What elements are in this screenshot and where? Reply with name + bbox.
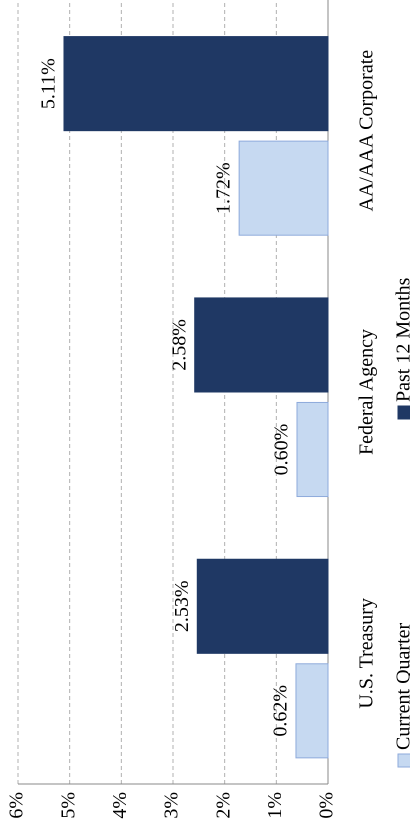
legend-label: Past 12 Months — [393, 277, 410, 402]
value-label: 0.60% — [271, 424, 293, 476]
bar — [194, 297, 329, 393]
y-tick-label: 0% — [316, 792, 338, 819]
y-tick-label: 3% — [161, 792, 183, 819]
x-tick-label: AA/AAA Corporate — [356, 50, 378, 212]
bar — [238, 140, 329, 236]
y-tick-label: 6% — [6, 792, 28, 819]
bar — [63, 36, 329, 132]
y-tick-label: 1% — [264, 792, 286, 819]
x-tick-label: U.S. Treasury — [356, 598, 378, 709]
legend-label: Current Quarter — [393, 622, 410, 750]
y-tick-label: 4% — [109, 792, 131, 819]
x-tick-label: Federal Agency — [356, 329, 378, 455]
value-label: 1.72% — [213, 162, 235, 214]
bar — [295, 663, 329, 759]
rotated-plot: 0% 1% 2% 3% 4% 5% 6% U.S. Treasury 0.62% 2.53% Fed… — [6, 0, 410, 819]
bar — [196, 558, 329, 654]
value-label: 0.62% — [270, 685, 292, 737]
bar — [296, 401, 329, 498]
value-label: 2.53% — [171, 580, 193, 632]
y-tick-label: 5% — [57, 792, 79, 819]
legend-swatch — [397, 405, 410, 420]
value-label: 5.11% — [38, 58, 60, 109]
value-label: 2.58% — [168, 319, 190, 371]
legend-swatch — [397, 753, 410, 768]
y-tick-label: 2% — [212, 792, 234, 819]
